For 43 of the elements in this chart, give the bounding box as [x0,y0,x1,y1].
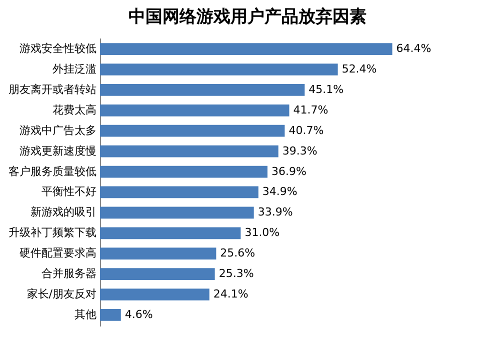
y-tick-label: 平衡性不好 [42,185,96,198]
y-tick-label: 家长/朋友反对 [26,288,96,300]
bar [100,206,254,219]
bar [100,227,241,240]
data-label: 45.1% [308,82,344,96]
data-label: 39.3% [282,144,318,158]
y-tick-label: 朋友离开或者转站 [8,82,96,96]
chart-title: 中国网络游戏用户产品放弃因素 [128,6,366,27]
bar [100,64,338,76]
data-label: 24.1% [213,288,248,300]
data-label: 25.6% [220,246,256,260]
data-label: 25.3% [218,267,254,280]
y-tick-label: 其他 [74,308,96,321]
y-tick-label: 新游戏的吸引 [30,206,96,219]
data-label: 34.9% [262,185,298,198]
bar [100,288,210,300]
bar [100,145,278,158]
y-tick-label: 花费太高 [52,103,96,116]
bar [100,186,258,198]
bar [100,43,392,55]
y-tick-label: 游戏中广告太多 [20,124,96,137]
bar [100,84,305,96]
data-label: 33.9% [258,206,293,219]
bar [100,124,285,137]
data-label: 31.0% [244,226,280,240]
data-label: 52.4% [342,62,377,76]
y-tick-label: 硬件配置要求高 [20,246,96,260]
data-label: 4.6% [124,308,153,321]
bar [100,166,268,178]
y-tick-label: 合并服务器 [42,267,96,280]
data-label: 41.7% [293,103,328,116]
y-tick-label: 外挂泛滥 [52,62,96,76]
y-tick-label: 客户服务质量较低 [8,164,96,178]
y-tick-label: 游戏更新速度慢 [20,144,96,158]
data-label: 36.9% [271,164,306,178]
bar [100,248,216,260]
bar [100,268,215,280]
bar [100,104,290,116]
data-label: 40.7% [288,124,324,137]
data-label: 64.4% [396,42,432,56]
bar [100,309,121,321]
y-tick-label: 升级补丁频繁下载 [8,226,96,240]
y-tick-label: 游戏安全性较低 [20,42,96,56]
